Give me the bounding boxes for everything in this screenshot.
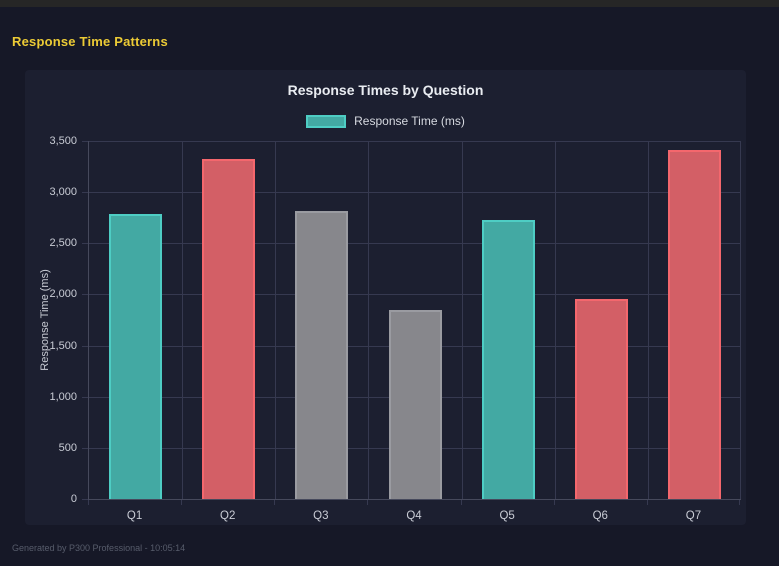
- gridline-vertical: [647, 141, 649, 499]
- x-axis-label-q2: Q2: [220, 510, 236, 522]
- footer-note: Generated by P300 Professional - 10:05:1…: [12, 543, 186, 553]
- x-axis-label-q1: Q1: [126, 510, 143, 522]
- legend-item-response-time[interactable]: Response Time (ms): [306, 114, 465, 128]
- x-tick-mark: [739, 500, 740, 505]
- bar-q3[interactable]: [295, 211, 349, 499]
- bar-q7[interactable]: [667, 150, 721, 499]
- gridline-vertical: [461, 141, 463, 499]
- plot-area: [88, 141, 741, 500]
- y-axis-tick-labels: 3,500 3,000 2,500 2,000 1,500 1,000 500 0: [25, 135, 77, 505]
- x-tick-mark: [646, 500, 648, 505]
- y-tick-label: 1,000: [49, 390, 77, 403]
- x-tick-mark: [88, 500, 89, 505]
- gridline-vertical: [368, 141, 370, 499]
- gridline-horizontal: [89, 141, 741, 142]
- x-axis-label-q5: Q5: [499, 510, 515, 522]
- y-tick-label: 2,500: [49, 237, 77, 250]
- y-tick-mark: [82, 243, 88, 245]
- y-tick-mark: [82, 141, 88, 142]
- bar-q1[interactable]: [109, 213, 163, 499]
- x-axis-labels: Q1 Q2 Q3 Q4 Q5 Q6 Q7: [88, 510, 740, 526]
- gridline-vertical: [275, 141, 277, 499]
- y-tick-label: 500: [58, 441, 77, 454]
- y-tick-mark: [82, 499, 88, 500]
- y-tick-label: 3,500: [49, 135, 77, 147]
- chart-panel: Response Times by Question Response Time…: [25, 70, 746, 525]
- window-top-strip: [0, 0, 779, 7]
- x-tick-mark: [460, 500, 462, 505]
- y-tick-label: 3,000: [49, 186, 77, 199]
- bar-q2[interactable]: [202, 158, 256, 499]
- y-tick-mark: [82, 447, 88, 449]
- x-axis-label-q3: Q3: [313, 510, 329, 522]
- y-tick-label: 0: [70, 493, 77, 505]
- x-tick-mark: [367, 500, 369, 505]
- x-axis-label-q4: Q4: [406, 510, 422, 522]
- x-tick-mark: [553, 500, 555, 505]
- x-tick-mark: [274, 500, 276, 505]
- gridline-horizontal: [89, 294, 741, 296]
- bar-q4[interactable]: [388, 310, 442, 499]
- chart-legend: Response Time (ms): [25, 114, 746, 128]
- legend-label: Response Time (ms): [354, 114, 465, 128]
- bar-q6[interactable]: [574, 299, 628, 499]
- gridline-vertical: [740, 141, 741, 499]
- x-tick-mark: [181, 500, 183, 505]
- y-tick-mark: [82, 294, 88, 296]
- chart-title: Response Times by Question: [287, 82, 484, 98]
- gridline-vertical: [554, 141, 556, 499]
- y-tick-label: 1,500: [49, 339, 77, 352]
- y-tick-mark: [82, 345, 88, 347]
- x-axis-label-q7: Q7: [685, 510, 702, 522]
- page-title: Response Time Patterns: [12, 34, 168, 49]
- y-tick-mark: [82, 396, 88, 398]
- y-tick-mark: [82, 192, 88, 194]
- gridline-vertical: [182, 141, 184, 499]
- bar-q5[interactable]: [481, 220, 535, 499]
- legend-swatch-teal: [306, 114, 347, 128]
- x-axis-label-q6: Q6: [592, 510, 608, 522]
- gridline-horizontal: [89, 192, 741, 194]
- y-tick-label: 2,000: [49, 288, 77, 301]
- gridline-horizontal: [89, 243, 741, 245]
